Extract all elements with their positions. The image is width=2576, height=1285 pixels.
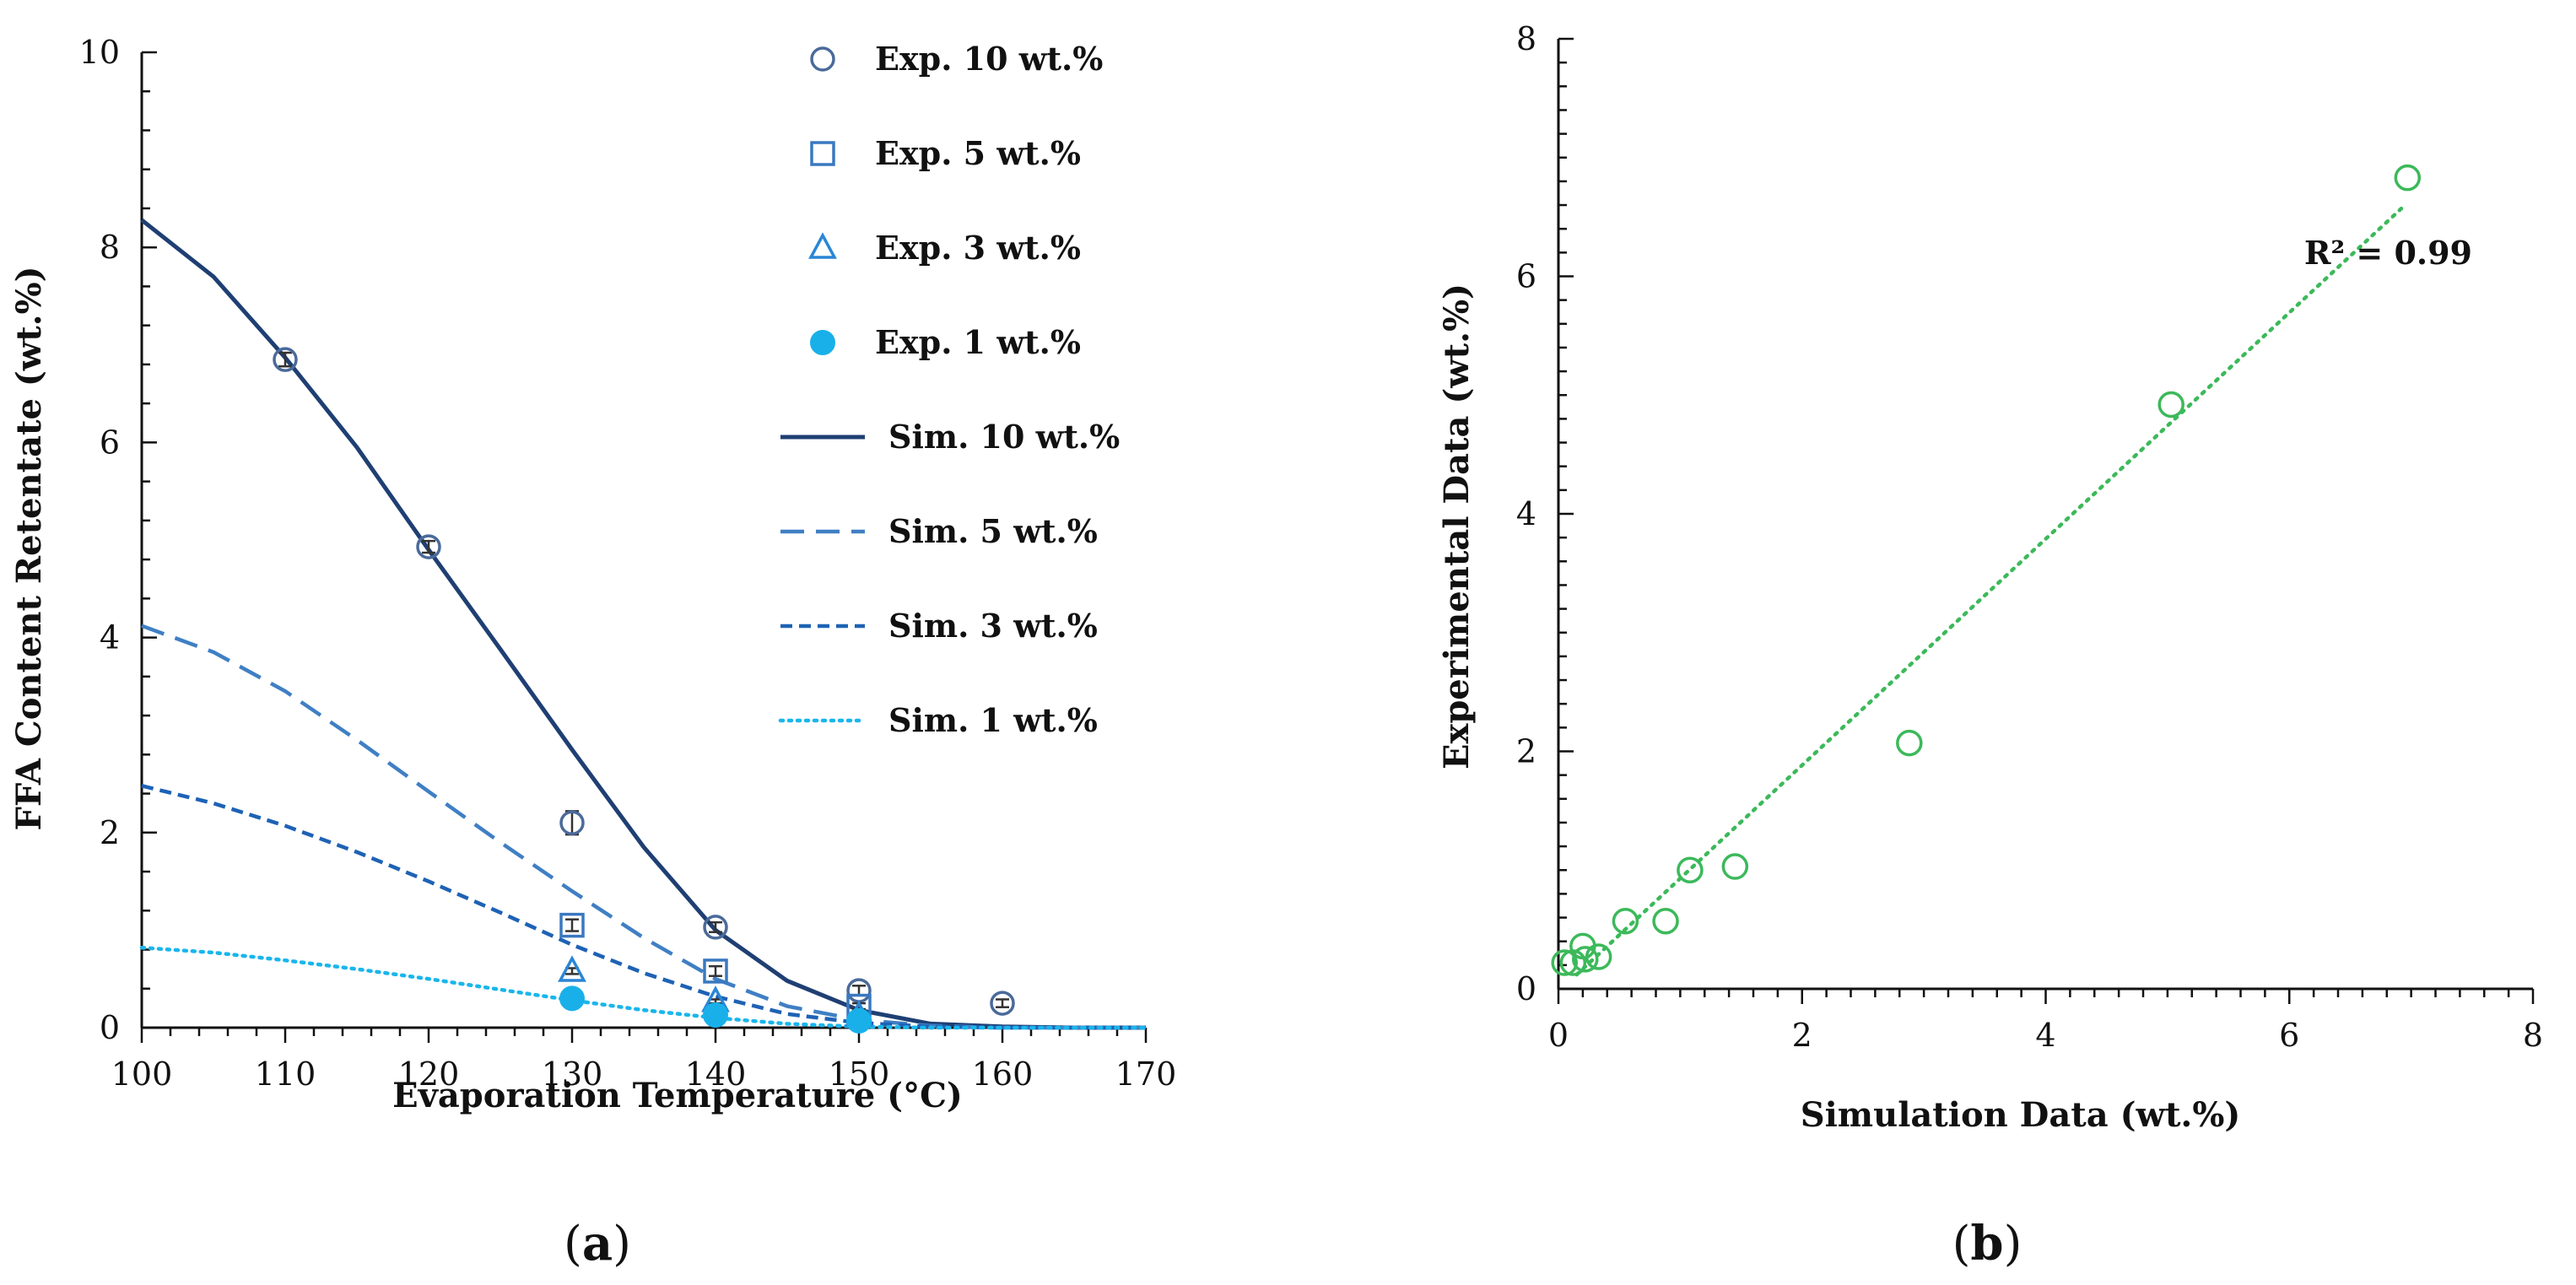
scatter-point [1896,729,1923,757]
r-squared-annotation: R² = 0.99 [2304,234,2472,272]
panel-label-open-paren: ( [1952,1217,1971,1272]
trendline [1574,202,2407,977]
x-tick-label: 4 [2035,1017,2055,1054]
x-tick-label: 140 [685,1056,747,1093]
legend-label-exp1: Exp. 1 wt.% [875,323,1081,361]
panel-a-chart: 100 110 120 130 140 150 160 170 0 2 4 6 8 10 Evaporati… [9,34,1176,1272]
panel-label-a: (a) [564,1216,631,1272]
scatter-point [1677,856,1704,883]
legend-marker-exp5 [810,141,835,166]
legend-label-sim3: Sim. 3 wt.% [888,607,1098,645]
legend-label-sim5: Sim. 5 wt.% [888,512,1098,550]
data-point-exp5 [559,912,585,938]
y-tick-label: 10 [79,34,120,71]
data-point-exp10 [703,915,728,940]
scatter-point [1721,853,1749,880]
panel-b-chart: 0 2 4 6 8 0 2 4 6 8 Simulation Data (wt.%) Experime… [1437,20,2543,1272]
panel-label-open-paren: ( [564,1217,582,1272]
legend-label-sim1: Sim. 1 wt.% [888,701,1098,739]
scatter-point [1572,946,1599,973]
x-tick-label: 8 [2523,1017,2543,1054]
y-axis-title: Experimental Data (wt.%) [1437,283,1477,769]
data-point-exp1 [559,985,585,1012]
x-tick-label: 2 [1792,1017,1812,1054]
scatter-point [1652,908,1679,935]
x-tick-label: 170 [1115,1056,1177,1093]
x-axis-title: Simulation Data (wt.%) [1801,1095,2241,1135]
y-tick-label: 6 [100,424,120,461]
x-tick-label: 100 [111,1056,173,1093]
y-tick-label: 4 [1516,495,1536,532]
scatter-point [1612,908,1639,935]
legend-marker-exp10 [810,46,835,72]
data-point-exp10 [990,991,1015,1016]
panel-label-letter: a [582,1216,613,1272]
x-tick-label: 6 [2279,1017,2299,1054]
legend-label-exp10: Exp. 10 wt.% [875,40,1103,78]
panel-label-b: (b) [1952,1216,2022,1272]
x-tick-label: 120 [398,1056,460,1093]
y-axis-title: FFA Content Retentate (wt.%) [9,266,49,830]
y-tick-label: 0 [1516,970,1536,1007]
panel-label-close-paren: ) [613,1217,631,1272]
series-line-sim5 [141,624,1146,1030]
series-line-sim1 [139,945,1148,1030]
y-tick-label: 4 [100,619,120,656]
y-tick-label: 2 [100,814,120,851]
legend-marker-exp1 [810,330,835,355]
panel-label-close-paren: ) [2004,1217,2022,1272]
y-tick-label: 2 [1516,733,1536,770]
x-tick-label: 0 [1548,1017,1569,1054]
data-point-exp3 [558,955,586,982]
legend-marker-exp3 [808,232,837,259]
x-tick-label: 110 [255,1056,316,1093]
scatter-point [1585,943,1612,970]
legend-label-exp5: Exp. 5 wt.% [875,134,1081,172]
data-point-exp10 [559,810,585,835]
y-tick-label: 8 [100,229,120,266]
y-tick-label: 8 [1516,20,1536,57]
data-point-exp10 [273,347,298,372]
scatter-point [2157,391,2184,418]
panel-label-letter: b [1970,1216,2003,1272]
x-axis-title: Evaporation Temperature (°C) [392,1076,963,1115]
series-line-sim3 [141,784,1146,1030]
data-point-exp1 [846,1007,872,1034]
x-tick-label: 150 [829,1056,890,1093]
scatter-point [1551,949,1578,976]
y-tick-label: 6 [1516,258,1536,295]
y-tick-label: 0 [100,1009,120,1046]
data-point-exp5 [703,958,728,984]
data-point-exp10 [416,534,441,559]
scatter-point [2394,164,2422,192]
data-point-exp1 [703,1002,728,1028]
x-tick-label: 160 [972,1056,1034,1093]
legend-label-exp3: Exp. 3 wt.% [875,229,1081,267]
legend-label-sim10: Sim. 10 wt.% [888,418,1120,456]
x-tick-label: 130 [542,1056,603,1093]
